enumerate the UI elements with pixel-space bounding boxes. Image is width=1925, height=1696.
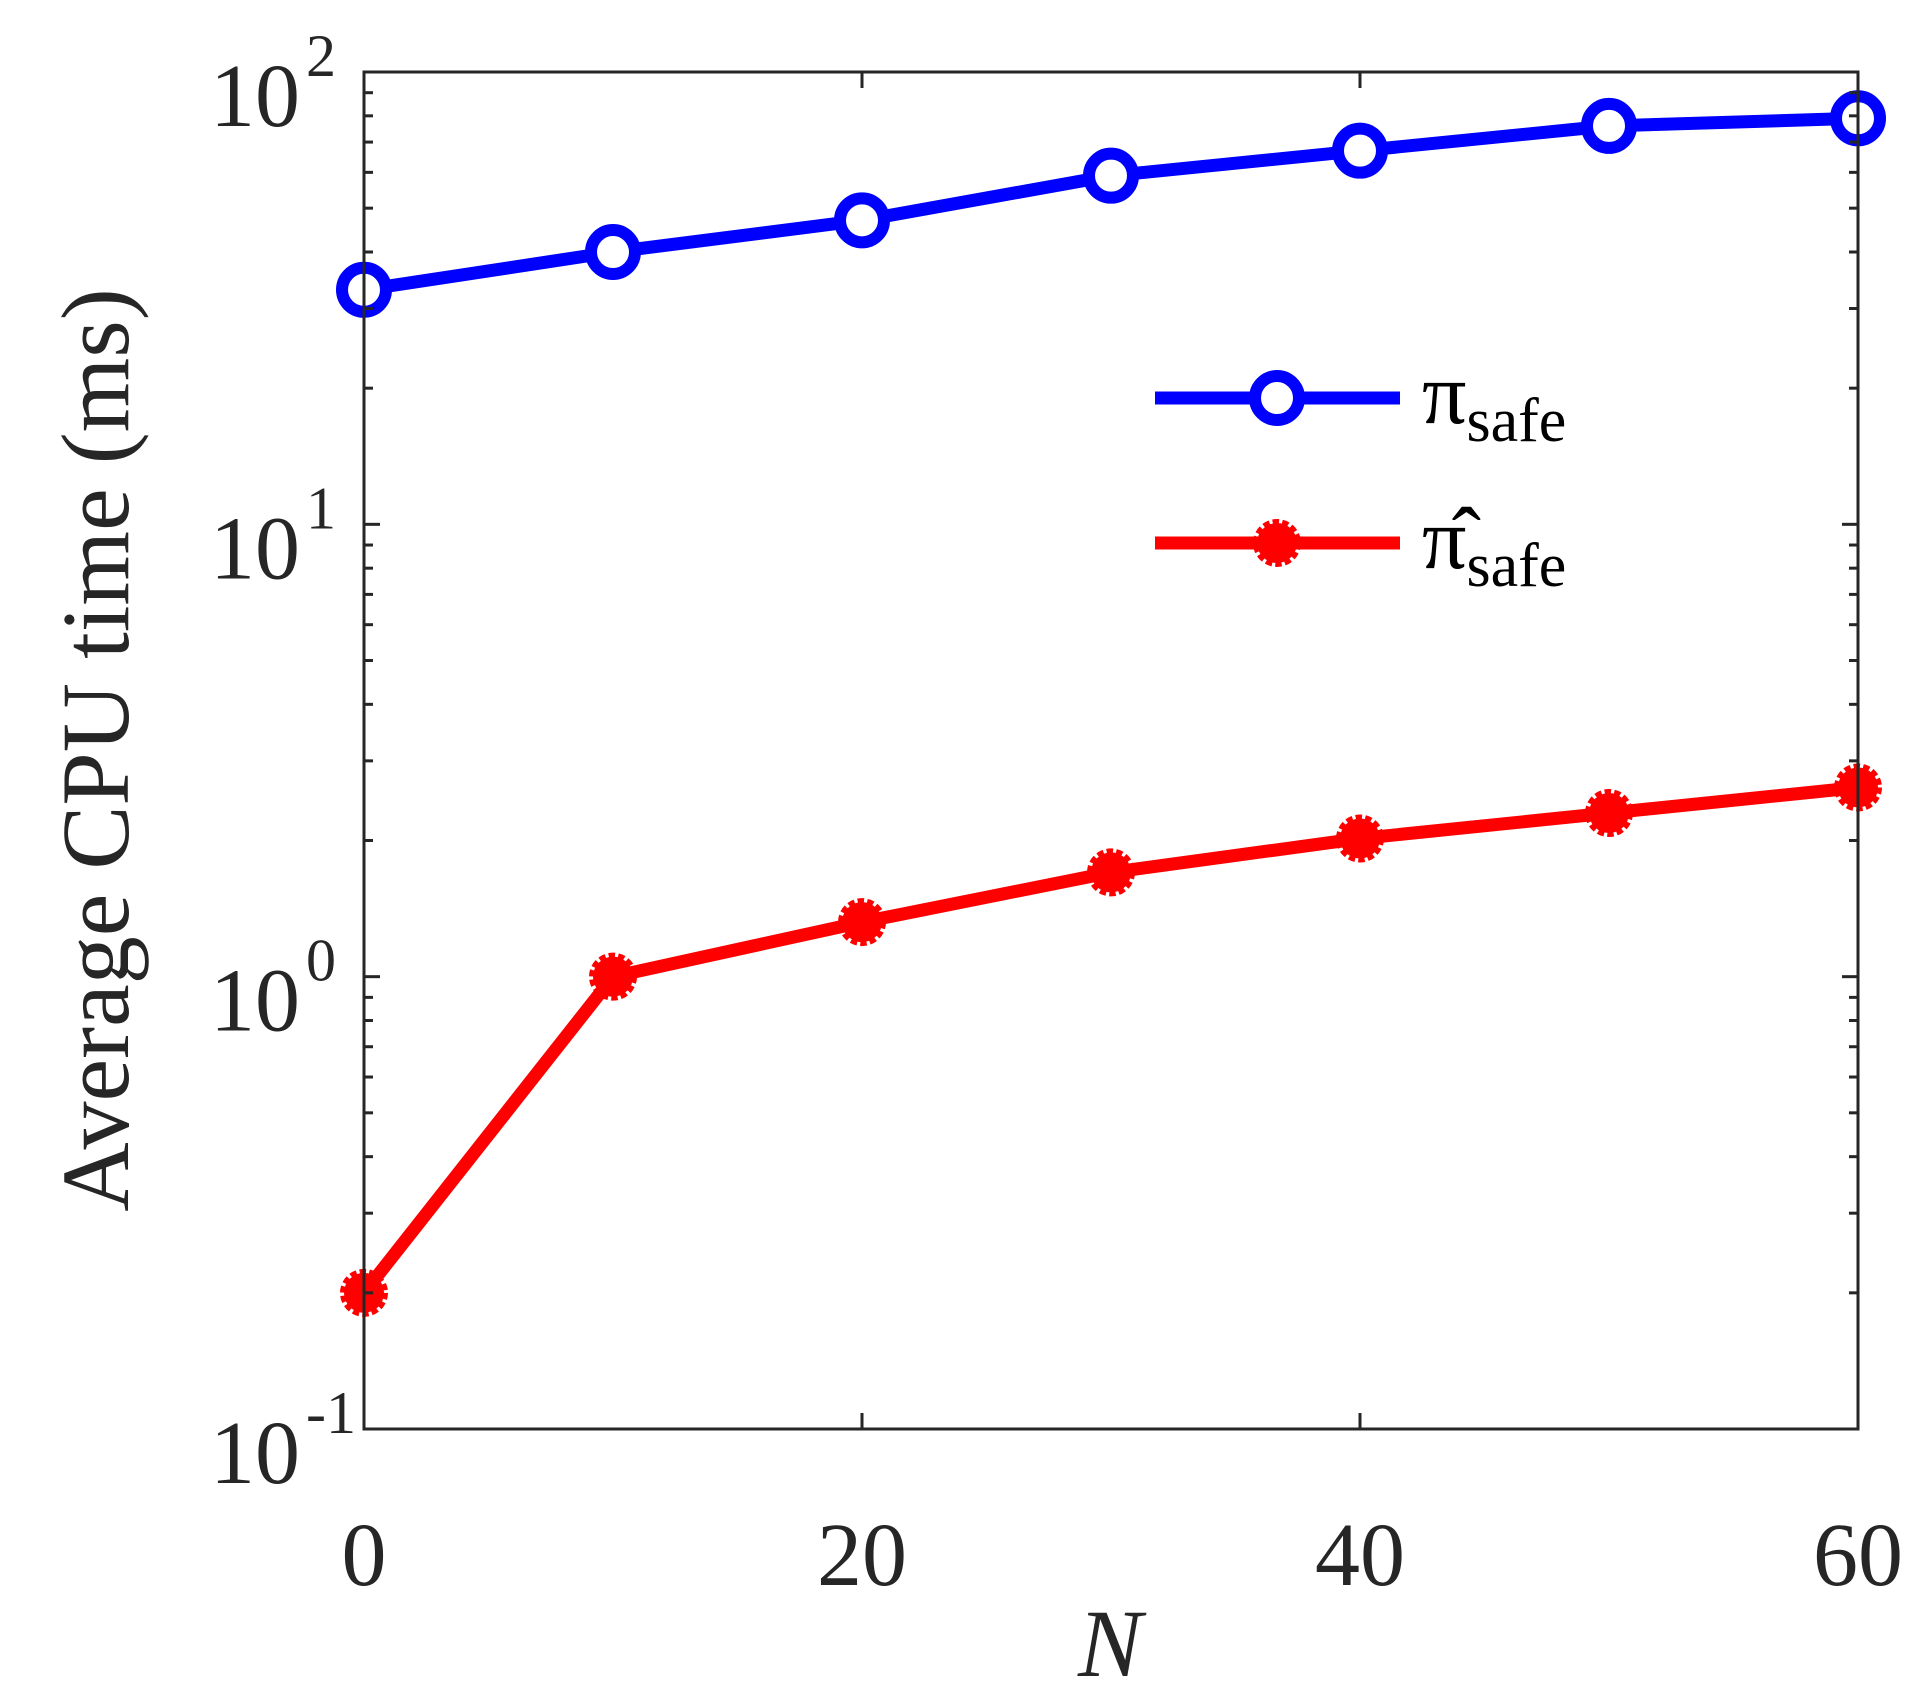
x-tick-label: 20 [817, 1506, 907, 1605]
plot-area-frame [362, 70, 1860, 1431]
x-tick-label: 60 [1813, 1506, 1903, 1605]
series-point-1 [838, 898, 886, 947]
x-tick-label: 0 [342, 1506, 387, 1605]
series-point-1 [1336, 814, 1384, 863]
legend-label-1: π̂safe [1422, 491, 1566, 600]
series-layer [336, 90, 1886, 1317]
y-tick-label: 10 [210, 952, 300, 1051]
y-tick-label-exponent: 1 [306, 475, 336, 541]
legend: πsafe π̂safe [1155, 346, 1566, 600]
y-tick-label-exponent: -1 [306, 1380, 356, 1446]
series-point-1 [589, 952, 637, 1001]
legend-marker-1 [1253, 519, 1301, 567]
y-tick-label: 10 [210, 1404, 300, 1503]
series-point-0 [1083, 147, 1139, 204]
series-point-1 [1585, 789, 1633, 838]
y-tick-label-exponent: 2 [306, 23, 336, 89]
y-axis-label: Average CPU time (ms) [42, 288, 149, 1211]
ticks-layer [362, 70, 1860, 1431]
y-tick-label: 10 [210, 499, 300, 598]
y-tick-label-exponent: 0 [306, 928, 336, 994]
x-tick-label: 40 [1315, 1506, 1405, 1605]
y-tick-label: 10 [210, 47, 300, 146]
series-point-1 [1087, 848, 1135, 897]
legend-label-0: πsafe [1422, 346, 1566, 455]
series-point-0 [1581, 97, 1637, 154]
series-point-0 [1332, 122, 1388, 179]
x-axis-label: N [1077, 1590, 1147, 1696]
legend-marker-0 [1249, 370, 1305, 426]
series-point-0 [834, 192, 890, 249]
series-point-0 [585, 224, 641, 281]
